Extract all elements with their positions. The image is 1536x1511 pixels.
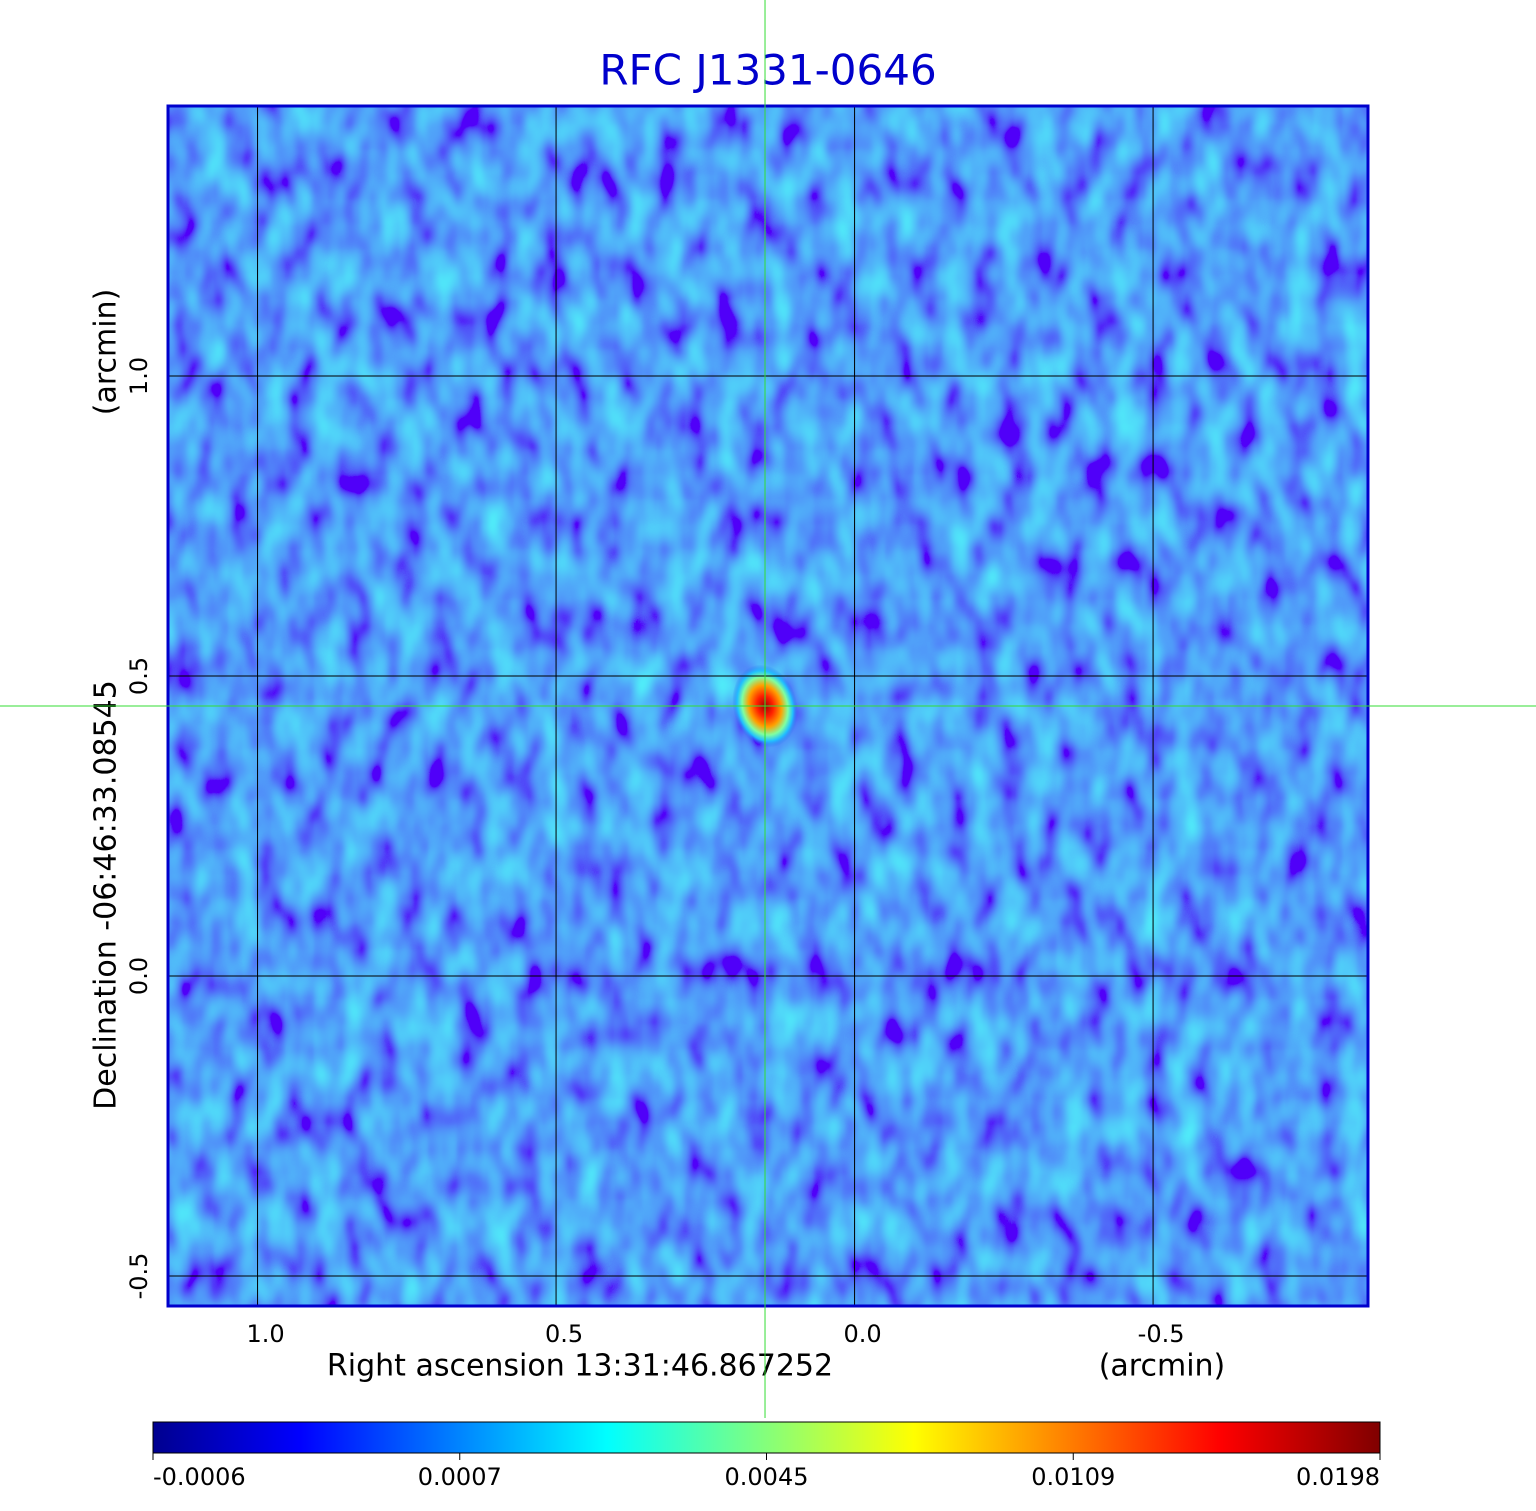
x-axis-label: Right ascension 13:31:46.867252 [327,1349,833,1384]
y-tick-label: -0.5 [125,1253,153,1300]
chart-title: RFC J1331-0646 [599,46,936,95]
x-tick-label: -0.5 [1138,1320,1185,1348]
colorbar-tick-label: 0.0109 [1031,1463,1115,1491]
colorbar-tick-label: 0.0045 [725,1463,809,1491]
x-tick-label: 1.0 [246,1320,284,1348]
y-tick-label: 1.0 [125,357,153,395]
y-tick-label: 0.5 [125,657,153,695]
colorbar-tick-label: 0.0007 [418,1463,502,1491]
y-axis-unit: (arcmin) [89,289,124,416]
x-tick-label: 0.5 [545,1320,583,1348]
x-tick-label: 0.0 [843,1320,881,1348]
y-axis-label: Declination -06:46:33.08545 [89,680,124,1110]
colorbar [152,1421,1381,1454]
colorbar-tick-label: 0.0198 [1296,1463,1380,1491]
x-axis-unit: (arcmin) [1099,1349,1226,1384]
colorbar-tick-label: -0.0006 [153,1463,246,1491]
y-tick-label: 0.0 [125,957,153,995]
